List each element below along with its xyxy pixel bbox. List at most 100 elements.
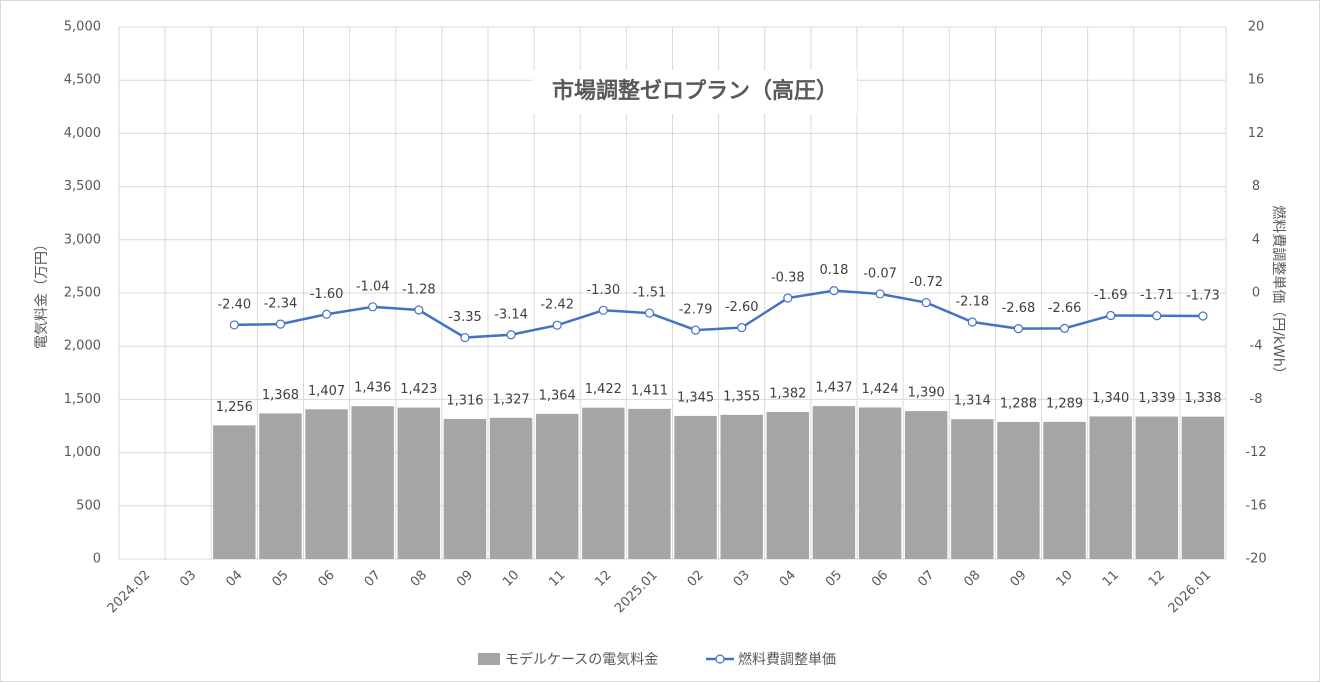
legend-swatch (478, 653, 500, 665)
bar (904, 411, 948, 559)
y2-tick-label: -8 (1250, 392, 1263, 407)
data-label: -2.68 (1002, 301, 1036, 316)
line-marker (1106, 310, 1116, 321)
bar (628, 408, 671, 559)
line-marker (1013, 324, 1024, 334)
line-marker (229, 320, 239, 330)
bar (1135, 416, 1179, 559)
data-label: 1,288 (1000, 396, 1037, 411)
line-marker (967, 317, 977, 327)
bar (812, 406, 856, 559)
line-marker (690, 325, 701, 335)
bar (1089, 416, 1132, 559)
y2-tick-label: 8 (1252, 179, 1260, 194)
data-label: -3.14 (494, 307, 528, 322)
line-marker (414, 305, 424, 315)
line-marker (1152, 311, 1162, 321)
data-label: -2.42 (540, 298, 574, 313)
y-tick-label: 3,500 (64, 179, 101, 194)
data-label: 1,338 (1184, 391, 1221, 406)
bar (582, 407, 625, 559)
legend-label: モデルケースの電気料金 (505, 651, 658, 668)
data-label: -1.04 (356, 279, 390, 294)
data-label: 1,411 (631, 383, 668, 398)
line-marker (552, 320, 562, 330)
y2-tick-label: 0 (1252, 286, 1260, 301)
line-marker (321, 309, 332, 319)
y-tick-label: 0 (93, 552, 101, 567)
data-label: 1,289 (1046, 396, 1083, 411)
data-label: -1.60 (310, 287, 344, 302)
line-marker (598, 305, 608, 315)
y-tick-label: 5,000 (64, 20, 101, 35)
data-label: 1,327 (492, 392, 529, 407)
data-label: 1,345 (677, 390, 714, 405)
data-label: 1,355 (723, 389, 760, 404)
line-marker (1059, 323, 1070, 333)
y2-tick-label: -16 (1245, 498, 1266, 513)
data-label: 1,407 (308, 384, 345, 399)
line-marker (737, 322, 747, 333)
bar (397, 407, 441, 559)
y-tick-label: 4,000 (64, 126, 101, 141)
data-label: -2.18 (955, 294, 989, 309)
y-tick-label: 4,500 (64, 73, 101, 88)
data-label: -1.71 (1140, 288, 1174, 303)
line-marker (506, 330, 516, 340)
data-label: -0.72 (909, 275, 943, 290)
line-marker (368, 302, 378, 312)
y2-tick-label: -12 (1245, 445, 1266, 460)
data-label: -0.07 (863, 266, 897, 281)
bar (213, 425, 256, 559)
bar (1043, 421, 1086, 559)
bar (489, 417, 533, 559)
chart-title: 市場調整ゼロプラン（高圧） (552, 78, 838, 104)
data-label: 1,368 (262, 388, 299, 403)
y-tick-label: 2,000 (64, 339, 101, 354)
data-label: 1,316 (446, 393, 483, 408)
legend-marker (715, 654, 725, 664)
bar (259, 413, 302, 559)
data-label: -2.79 (679, 303, 713, 318)
y2-tick-label: -4 (1250, 339, 1263, 354)
y-tick-label: 2,500 (64, 286, 101, 301)
line-marker (1198, 311, 1208, 321)
data-label: -1.28 (402, 283, 436, 298)
line-marker (275, 319, 286, 329)
data-label: 1,424 (861, 382, 898, 397)
y2-axis-title: 燃料費調整単価（円/kWh） (1270, 205, 1287, 381)
marks (213, 286, 1225, 559)
y2-tick-label: 20 (1248, 20, 1265, 35)
y-axis-title: 電気料金（万円） (34, 237, 50, 349)
bar (351, 406, 394, 559)
line-marker (829, 286, 839, 296)
bar (858, 407, 902, 559)
legend-label: 燃料費調整単価 (738, 651, 836, 668)
data-label: 1,382 (769, 386, 806, 401)
line (234, 289, 1203, 339)
data-label: 1,314 (954, 394, 991, 409)
y-tick-label: 500 (76, 498, 101, 513)
y2-tick-label: 12 (1248, 126, 1265, 141)
data-label: -0.38 (771, 271, 805, 286)
y2-tick-label: -20 (1245, 552, 1266, 567)
bar (720, 414, 763, 559)
data-label: -1.51 (633, 286, 667, 301)
data-label: -2.66 (1048, 301, 1082, 316)
data-label: 1,364 (539, 388, 576, 403)
bar (951, 419, 994, 559)
data-label: -2.60 (725, 300, 759, 315)
data-label: 1,256 (216, 400, 253, 415)
y2-tick-label: 16 (1248, 73, 1265, 88)
bar (1181, 416, 1225, 559)
data-label: -2.40 (217, 297, 251, 312)
bar (766, 411, 810, 559)
bar (674, 415, 717, 559)
line-marker (644, 308, 655, 318)
bar (997, 421, 1040, 559)
data-label: 1,437 (815, 381, 852, 396)
data-label: 1,390 (908, 386, 945, 401)
y-tick-label: 1,500 (64, 392, 101, 407)
bar (535, 413, 579, 559)
